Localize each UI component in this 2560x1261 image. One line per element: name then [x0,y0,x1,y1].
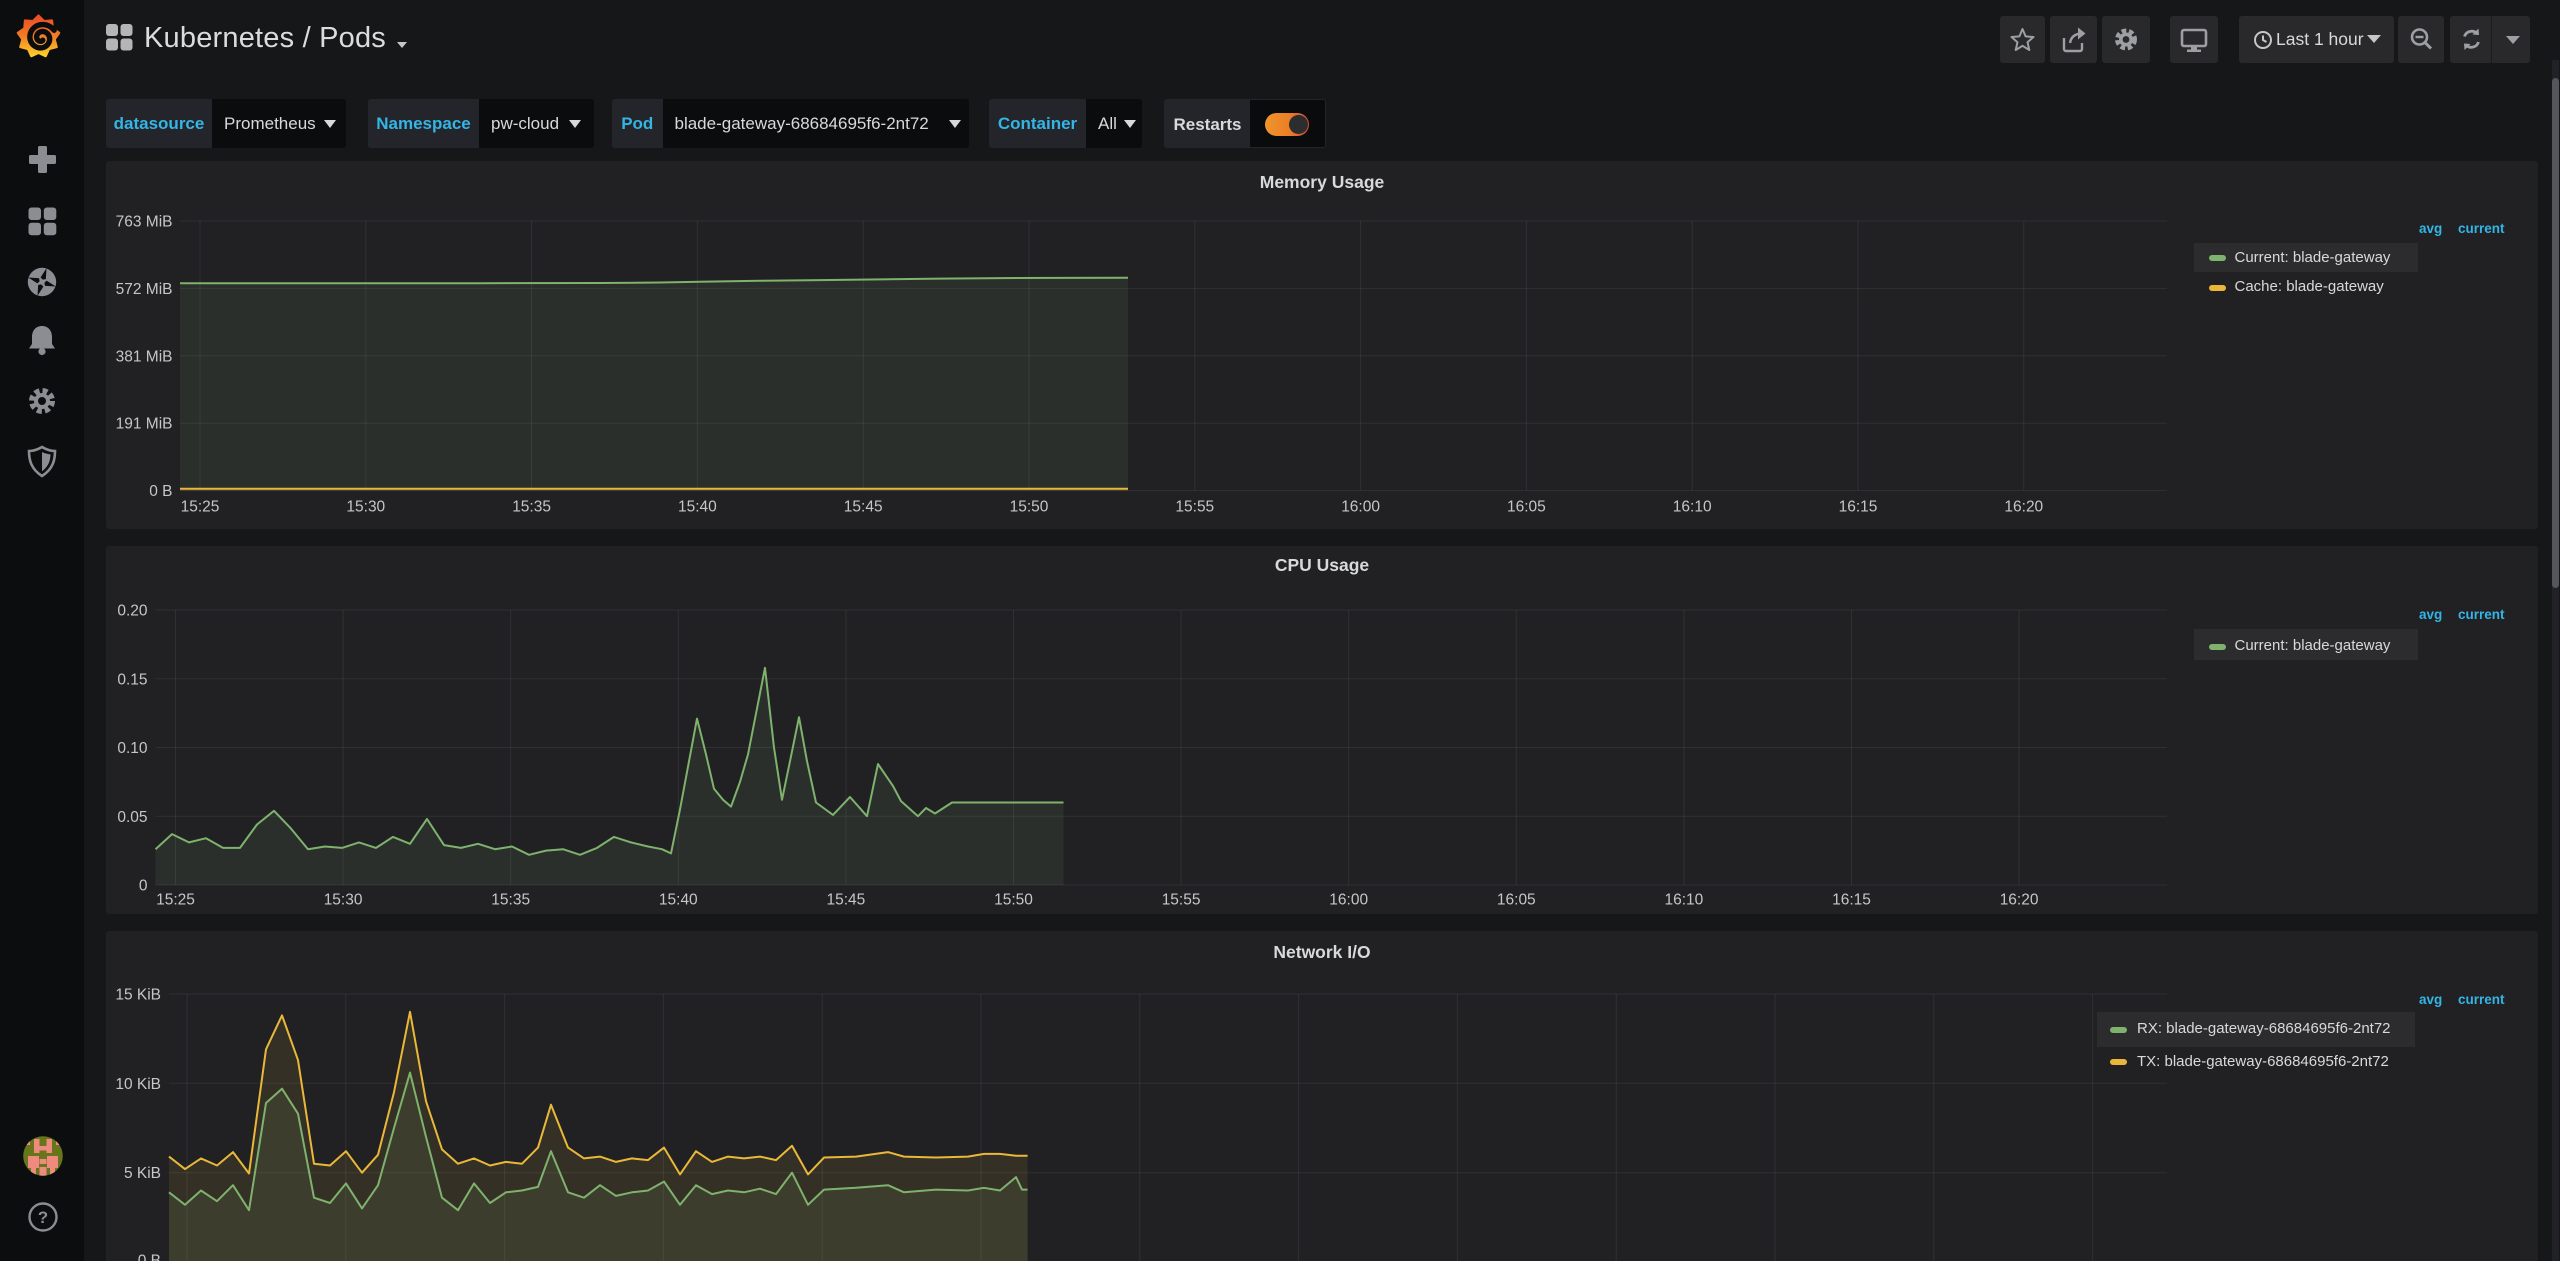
svg-text:15:55: 15:55 [1175,499,1214,516]
svg-text:10 KiB: 10 KiB [115,1076,161,1093]
svg-text:16:15: 16:15 [1839,499,1878,516]
svg-text:381 MiB: 381 MiB [116,348,173,365]
svg-text:16:05: 16:05 [1497,892,1536,909]
svg-text:15 KiB: 15 KiB [115,987,161,1004]
svg-text:15:35: 15:35 [491,892,530,909]
svg-text:15:50: 15:50 [1010,499,1049,516]
svg-text:15:45: 15:45 [844,499,883,516]
svg-text:15:25: 15:25 [156,892,195,909]
svg-text:15:30: 15:30 [324,892,363,909]
svg-text:15:40: 15:40 [678,499,717,516]
svg-text:15:55: 15:55 [1162,892,1201,909]
svg-text:0: 0 [139,878,148,895]
svg-text:16:15: 16:15 [1832,892,1871,909]
svg-text:15:50: 15:50 [994,892,1033,909]
svg-text:5 KiB: 5 KiB [124,1165,161,1182]
svg-text:0.05: 0.05 [117,809,147,826]
svg-text:16:20: 16:20 [2004,499,2043,516]
svg-text:0 B: 0 B [149,483,172,500]
svg-text:16:10: 16:10 [1673,499,1712,516]
svg-text:?: ? [38,1208,48,1227]
svg-text:15:40: 15:40 [659,892,698,909]
svg-text:16:20: 16:20 [2000,892,2039,909]
svg-text:15:45: 15:45 [827,892,866,909]
svg-text:191 MiB: 191 MiB [116,416,173,433]
svg-text:15:35: 15:35 [512,499,551,516]
svg-text:0.15: 0.15 [117,671,147,688]
svg-text:16:10: 16:10 [1665,892,1704,909]
svg-text:0.10: 0.10 [117,740,148,757]
svg-text:15:25: 15:25 [181,499,220,516]
svg-text:763 MiB: 763 MiB [116,214,173,231]
svg-text:16:05: 16:05 [1507,499,1546,516]
svg-text:572 MiB: 572 MiB [116,281,173,298]
svg-text:0.20: 0.20 [117,603,148,620]
svg-text:0 B: 0 B [138,1253,161,1261]
svg-text:16:00: 16:00 [1329,892,1368,909]
svg-text:16:00: 16:00 [1341,499,1380,516]
svg-text:15:30: 15:30 [346,499,385,516]
